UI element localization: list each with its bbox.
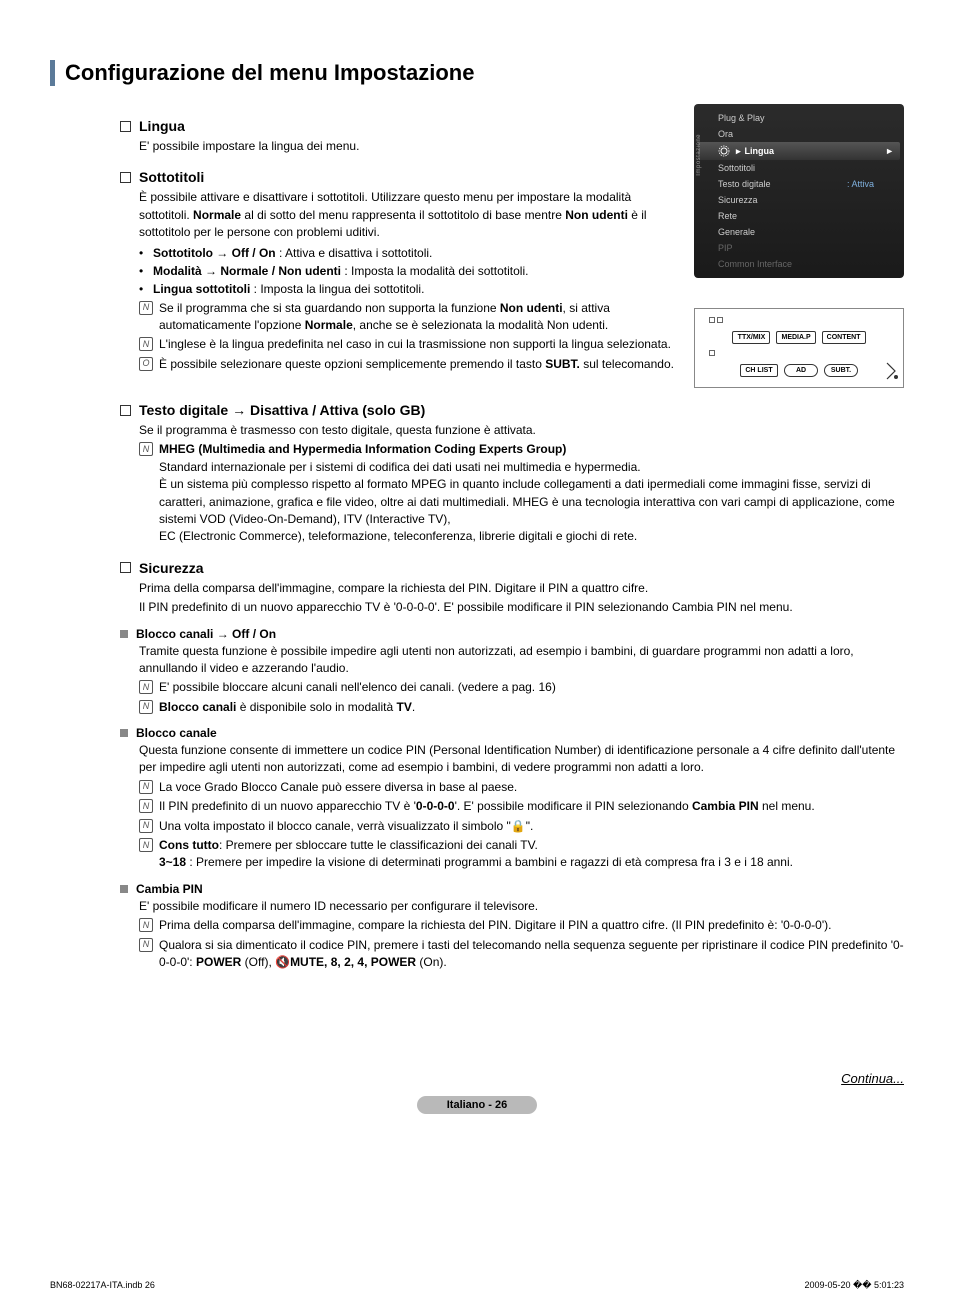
checkbox-icon [120, 121, 131, 132]
print-mark-left: BN68-02217A-ITA.indb 26 [50, 1280, 155, 1291]
note-icon: N [139, 700, 153, 714]
continue-text: Continua... [50, 1071, 904, 1086]
osd-item-label: Rete [718, 211, 737, 221]
section-lingua-title: Lingua [139, 118, 185, 134]
osd-item: Rete [698, 208, 900, 224]
osd-item: Generale [698, 224, 900, 240]
note-row: N La voce Grado Blocco Canale può essere… [139, 779, 904, 796]
checkbox-icon [120, 172, 131, 183]
osd-arrow-icon: ► [885, 146, 894, 156]
mheg-bold: MHEG (Multimedia and Hypermedia Informat… [159, 442, 566, 456]
section-sicurezza-title: Sicurezza [139, 560, 204, 576]
osd-item-label: Generale [718, 227, 755, 237]
osd-item: ▸Lingua► [698, 142, 900, 160]
checkbox-icon [120, 405, 131, 416]
osd-item: Plug & Play [698, 110, 900, 126]
sub1-body: Tramite questa funzione è possibile impe… [139, 643, 904, 678]
note-icon: N [139, 918, 153, 932]
sub-blocco-canale-title: Blocco canale [136, 726, 217, 740]
sicurezza-p2: Il PIN predefinito di un nuovo apparecch… [139, 599, 904, 616]
sub2-body: Questa funzione consente di immettere un… [139, 742, 904, 777]
osd-item-value: : Attiva [847, 179, 874, 189]
section-sottotitoli-head: Sottotitoli [120, 169, 676, 185]
sub-cambia-pin-title: Cambia PIN [136, 882, 203, 896]
osd-item: Common Interface [698, 256, 900, 272]
remote-btn-ad: AD [784, 364, 818, 377]
osd-item-label: Ora [718, 129, 733, 139]
section-testo-title: Testo digitale → Disattiva / Attiva (sol… [139, 402, 425, 418]
remote-deco-icon [885, 361, 899, 381]
remote-illustration: TTX/MIX MEDIA.P CONTENT CH LIST AD SUBT. [694, 308, 904, 388]
print-mark-right: 2009-05-20 �� 5:01:23 [804, 1280, 904, 1291]
note-row: N Qualora si sia dimenticato il codice P… [139, 937, 904, 972]
note-icon: N [139, 680, 153, 694]
mheg-body: Standard internazionale per i sistemi di… [159, 460, 895, 544]
osd-item: Testo digitale : Attiva [698, 176, 900, 192]
note-icon: N [139, 780, 153, 794]
remote-btn-subt: SUBT. [824, 364, 858, 377]
section-testo-head: Testo digitale → Disattiva / Attiva (sol… [120, 402, 904, 418]
remote-icon: O [139, 357, 153, 371]
osd-menu: Impostazione Plug & PlayOra▸Lingua►Sotto… [694, 104, 904, 278]
osd-item-label: Sottotitoli [718, 163, 755, 173]
square-bullet-icon [120, 630, 128, 638]
gear-icon [718, 145, 730, 157]
remote-btn-chlist: CH LIST [740, 364, 778, 377]
note-icon: N [139, 838, 153, 852]
print-marks: BN68-02217A-ITA.indb 26 2009-05-20 �� 5:… [50, 1280, 904, 1291]
note-row: N Il PIN predefinito di un nuovo apparec… [139, 798, 904, 815]
mute-icon: 🔇 [275, 955, 290, 969]
square-bullet-icon [120, 885, 128, 893]
osd-item: PIP [698, 240, 900, 256]
osd-sidebar-label: Impostazione [696, 134, 702, 176]
note-row: N MHEG (Multimedia and Hypermedia Inform… [139, 441, 904, 545]
note-row: N Una volta impostato il blocco canale, … [139, 818, 904, 835]
osd-item-label: Common Interface [718, 259, 792, 269]
sicurezza-p1: Prima della comparsa dell'immagine, comp… [139, 580, 904, 597]
lingua-body: E' possibile impostare la lingua dei men… [139, 138, 676, 155]
note-row: N Prima della comparsa dell'immagine, co… [139, 917, 904, 934]
section-lingua-head: Lingua [120, 118, 676, 134]
note-icon: N [139, 337, 153, 351]
osd-item-label: PIP [718, 243, 733, 253]
section-sottotitoli-title: Sottotitoli [139, 169, 204, 185]
note-row: N Se il programma che si sta guardando n… [139, 300, 676, 335]
page-title: Configurazione del menu Impostazione [65, 60, 904, 86]
osd-item-label: Plug & Play [718, 113, 765, 123]
osd-item-label: Sicurezza [718, 195, 758, 205]
note-row: N Blocco canali è disponibile solo in mo… [139, 699, 904, 716]
remote-btn-mediap: MEDIA.P [776, 331, 815, 344]
note-row: N E' possibile bloccare alcuni canali ne… [139, 679, 904, 696]
osd-item: Sicurezza [698, 192, 900, 208]
sottotitoli-bullets: Sottotitolo → Off / On : Attiva e disatt… [139, 244, 676, 298]
testo-body: Se il programma è trasmesso con testo di… [139, 422, 904, 439]
checkbox-icon [120, 562, 131, 573]
osd-item: Ora [698, 126, 900, 142]
remote-btn-content: CONTENT [822, 331, 866, 344]
osd-item-label: Lingua [745, 146, 775, 156]
note-icon: N [139, 301, 153, 315]
page-number-pill: Italiano - 26 [417, 1096, 537, 1114]
sub3-body: E' possibile modificare il numero ID nec… [139, 898, 904, 915]
remote-btn-ttxmix: TTX/MIX [732, 331, 770, 344]
square-bullet-icon [120, 729, 128, 737]
sub-blocco-canali-title: Blocco canali → Off / On [136, 627, 276, 641]
note-icon: N [139, 938, 153, 952]
note-row: N L'inglese è la lingua predefinita nel … [139, 336, 676, 353]
note-icon: N [139, 799, 153, 813]
osd-item-label: Testo digitale [718, 179, 771, 189]
note-icon: N [139, 819, 153, 833]
sottotitoli-intro: È possibile attivare e disattivare i sot… [139, 189, 676, 241]
section-sicurezza-head: Sicurezza [120, 560, 904, 576]
note-row: N Cons tutto: Premere per sbloccare tutt… [139, 837, 904, 872]
note-row: O È possibile selezionare queste opzioni… [139, 356, 676, 373]
note-icon: N [139, 442, 153, 456]
osd-item: Sottotitoli [698, 160, 900, 176]
